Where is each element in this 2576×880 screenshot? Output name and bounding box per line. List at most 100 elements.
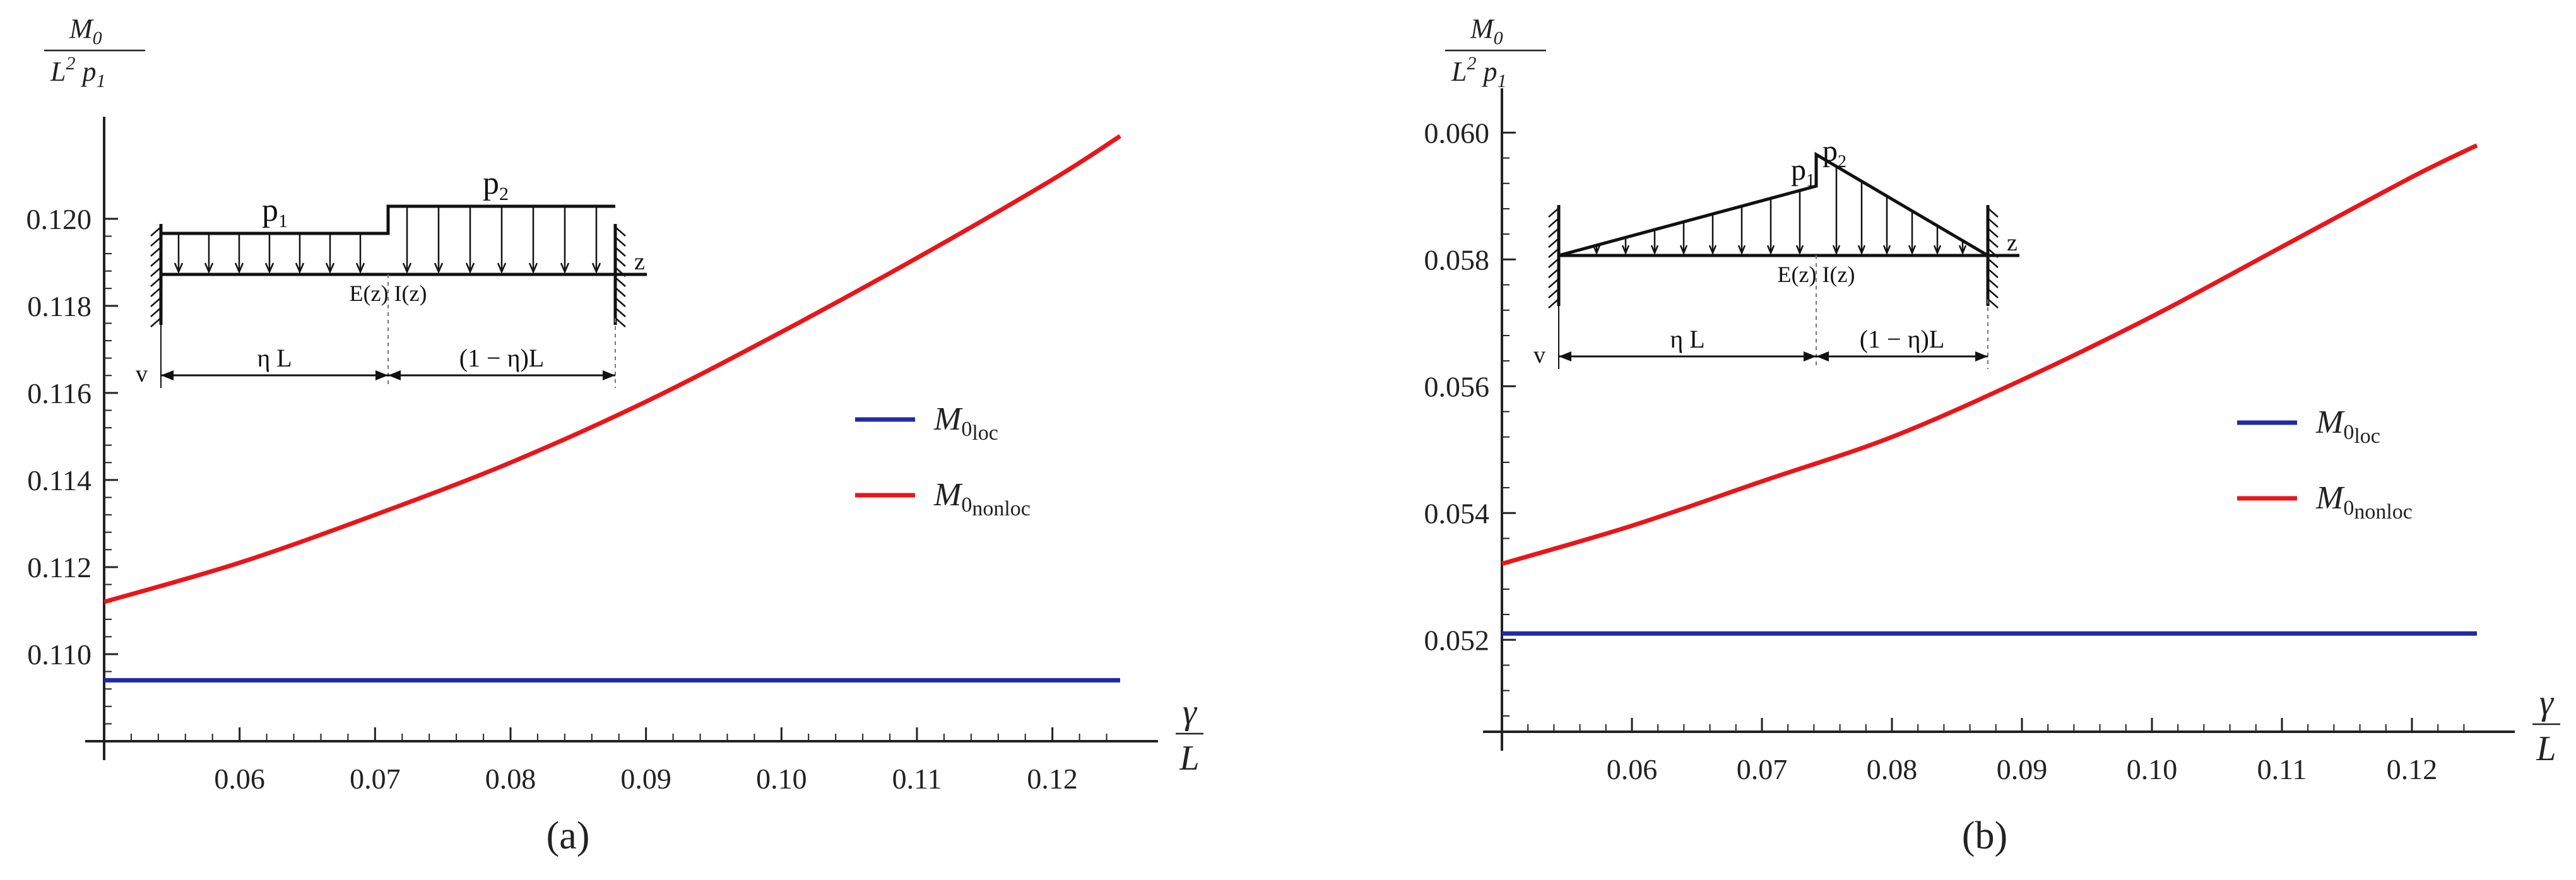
right-wall-hatch <box>1987 228 1999 238</box>
left-wall-hatch <box>1548 208 1559 218</box>
legend-label-M0loc: M0loc <box>2315 404 2380 448</box>
right-wall-hatch <box>1987 218 1999 228</box>
dim-right-arrow-head-left <box>1816 351 1829 361</box>
x-tick-label: 0.09 <box>620 763 671 795</box>
left-wall-hatch <box>150 307 162 317</box>
load-arrowhead <box>355 262 365 274</box>
load-arrowhead <box>1882 245 1891 255</box>
x-tick-label: 0.12 <box>2387 753 2438 785</box>
right-wall-hatch <box>1987 238 1999 248</box>
x-axis-label-numerator: γ <box>2539 683 2555 722</box>
y-tick-label: 0.052 <box>1424 624 1490 656</box>
load-arrowhead <box>1766 245 1775 255</box>
load-arrowhead <box>1795 245 1804 255</box>
load-arrowhead <box>264 262 275 274</box>
load-arrowhead <box>591 262 601 274</box>
y-tick-label: 0.112 <box>27 551 92 584</box>
x-tick-label: 0.11 <box>892 763 942 795</box>
x-tick-label: 0.09 <box>1997 753 2048 785</box>
dim-right-label: (1 − η)L <box>1860 325 1945 353</box>
left-wall-hatch <box>150 247 162 257</box>
right-wall-hatch <box>1987 298 1999 308</box>
panel-label: (a) <box>547 814 590 857</box>
left-wall-hatch <box>150 277 162 287</box>
x-axis-label-numerator: γ <box>1183 693 1198 732</box>
x-tick-label: 0.08 <box>485 763 536 795</box>
left-wall-hatch <box>150 257 162 267</box>
load-arrowhead <box>1621 245 1630 255</box>
right-wall-hatch <box>1987 288 1999 298</box>
y-tick-label: 0.114 <box>27 464 92 496</box>
dim-left-arrow-head-right <box>1804 351 1816 361</box>
x-tick-label: 0.07 <box>1737 753 1788 785</box>
load-arrowhead <box>174 262 184 274</box>
left-wall-hatch <box>1548 218 1559 228</box>
load-arrowhead <box>1679 245 1688 255</box>
load-arrowhead <box>204 262 214 274</box>
right-wall-hatch <box>615 297 626 307</box>
x-tick-label: 0.08 <box>1867 753 1918 785</box>
load-arrowhead <box>1737 245 1746 255</box>
dim-right-arrow-head-right <box>1975 351 1988 361</box>
y-tick-label: 0.116 <box>27 377 92 409</box>
load-arrowhead <box>325 262 335 274</box>
load-arrowhead <box>1908 245 1917 255</box>
dim-right-arrow-head-left <box>388 370 401 380</box>
load-arrowhead <box>1958 245 1967 255</box>
right-wall-hatch <box>615 317 626 327</box>
load-arrowhead <box>234 262 244 274</box>
y-tick-label: 0.058 <box>1424 243 1490 276</box>
right-wall-hatch <box>615 237 626 247</box>
y-tick-label: 0.056 <box>1424 370 1490 402</box>
left-wall-hatch <box>150 226 162 237</box>
y-tick-label: 0.054 <box>1424 497 1490 529</box>
dim-right-arrow-head-right <box>603 370 615 380</box>
x-tick-label: 0.12 <box>1027 763 1078 795</box>
load-arrowhead <box>465 262 475 274</box>
right-wall-hatch <box>1987 208 1999 218</box>
y-axis-label-denominator: L2 p1 <box>1451 53 1506 91</box>
x-tick-label: 0.06 <box>214 763 265 795</box>
left-wall-hatch <box>150 237 162 247</box>
right-wall-hatch <box>1987 258 1999 268</box>
load-profile <box>1558 151 1989 257</box>
series-line-M0nonloc <box>1501 143 2478 566</box>
left-wall-hatch <box>150 287 162 297</box>
dim-left-arrow-head-left <box>161 370 174 380</box>
right-wall-hatch <box>615 277 626 287</box>
axis-v-label: v <box>136 361 148 387</box>
load-arrowhead <box>1592 245 1601 255</box>
load-arrowhead <box>1857 245 1866 255</box>
x-tick-label: 0.07 <box>350 763 401 795</box>
right-wall-hatch <box>615 287 626 297</box>
x-axis-label-denominator: L <box>2536 729 2556 768</box>
load-arrowhead <box>528 262 538 274</box>
legend-label-M0nonloc: M0nonloc <box>2315 480 2413 524</box>
y-axis-label-numerator: M0 <box>1470 13 1503 49</box>
series-line-M0nonloc <box>103 134 1121 604</box>
load-profile <box>161 204 615 235</box>
x-tick-label: 0.10 <box>756 763 807 795</box>
load-p2-label: p2 <box>483 165 509 204</box>
right-wall-hatch <box>1987 268 1999 278</box>
chart-panel-b: 0.052 0.054 0.056 0.058 0.060 0.06 0.07 0.08 0.0… <box>1424 13 2560 857</box>
right-wall-hatch <box>615 257 626 267</box>
dim-left-arrow-head-left <box>1559 351 1571 361</box>
load-arrowhead <box>1708 245 1717 255</box>
load-arrowhead <box>497 262 507 274</box>
load-arrowhead <box>295 262 305 274</box>
right-wall-hatch <box>615 247 626 257</box>
x-tick-label: 0.06 <box>1607 753 1658 785</box>
left-wall-hatch <box>150 317 162 327</box>
dim-left-label: η L <box>1670 325 1705 353</box>
legend-label-M0loc: M0loc <box>933 401 998 445</box>
load-arrowhead <box>1933 245 1942 255</box>
legend-label-M0nonloc: M0nonloc <box>933 477 1031 520</box>
left-wall-hatch <box>1548 238 1559 248</box>
y-axis-label-denominator: L2 p1 <box>50 53 105 91</box>
load-arrowhead <box>434 262 444 274</box>
y-tick-label: 0.118 <box>27 290 92 322</box>
left-wall-hatch <box>1548 258 1559 268</box>
